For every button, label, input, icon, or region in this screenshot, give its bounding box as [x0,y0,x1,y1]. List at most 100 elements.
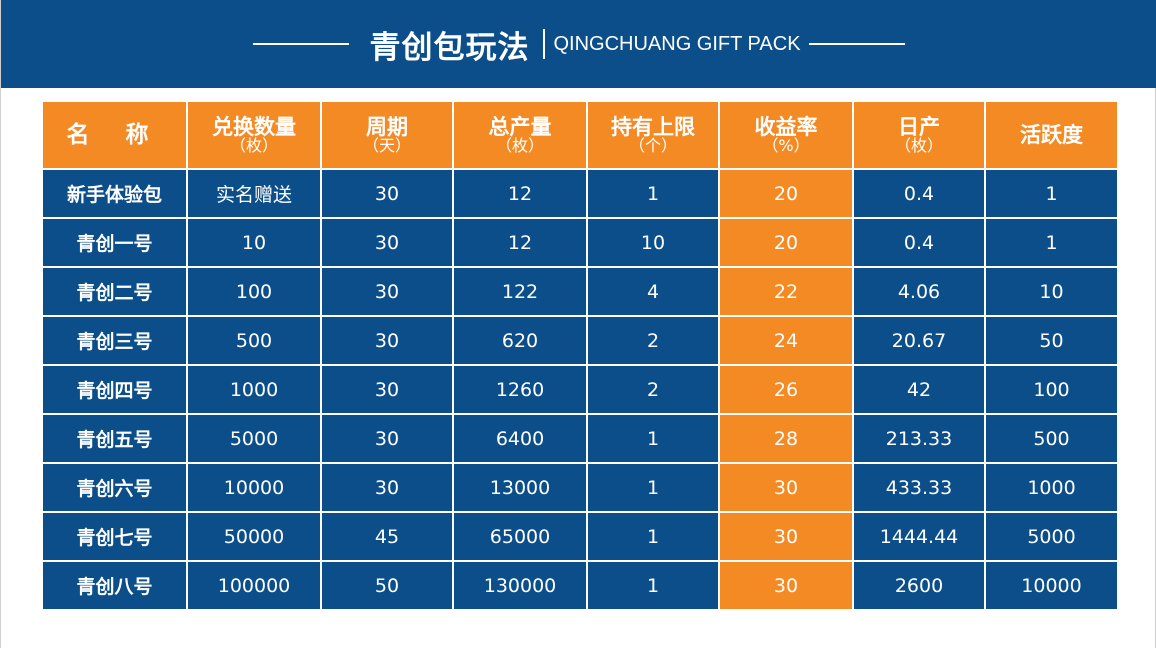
table-row: 青创二号 100 30 122 4 22 4.06 10 [41,266,1119,317]
cell-yield-rate: 20 [718,217,854,268]
header-label: 持有上限 [611,114,695,139]
cell-name: 青创三号 [41,315,188,366]
cell-activity: 50 [984,315,1119,366]
cell-total-output: 6400 [452,413,588,464]
cell-daily-output: 433.33 [852,462,986,513]
header-label: 周期 [366,114,408,139]
cell-activity: 10 [984,266,1119,317]
gift-pack-table-wrap: 名 称 兑换数量 （枚） 周期 （天） 总产量 （枚） [41,100,1119,611]
cell-daily-output: 4.06 [852,266,986,317]
cell-holding-limit: 4 [586,266,720,317]
header-label: 兑换数量 [212,114,296,139]
cell-activity: 1000 [984,462,1119,513]
header-label: 名 称 [66,121,163,148]
cell-yield-rate: 30 [718,462,854,513]
header-cell-period: 周期 （天） [320,100,454,170]
cell-name: 青创六号 [41,462,188,513]
header-unit: （枚） [229,135,278,155]
table-row: 新手体验包 实名赠送 30 12 1 20 0.4 1 [41,168,1119,219]
cell-yield-rate: 26 [718,364,854,415]
table-row: 青创七号 50000 45 65000 1 30 1444.44 5000 [41,511,1119,562]
table-row: 青创八号 100000 50 130000 1 30 2600 10000 [41,560,1119,611]
header-label: 日产 [898,114,940,139]
cell-yield-rate: 22 [718,266,854,317]
cell-daily-output: 213.33 [852,413,986,464]
cell-total-output: 65000 [452,511,588,562]
gift-pack-table: 名 称 兑换数量 （枚） 周期 （天） 总产量 （枚） [41,100,1119,611]
cell-holding-limit: 10 [586,217,720,268]
table-row: 青创四号 1000 30 1260 2 26 42 100 [41,364,1119,415]
table-row: 青创六号 10000 30 13000 1 30 433.33 1000 [41,462,1119,513]
cell-exchange-quantity: 500 [186,315,322,366]
cell-total-output: 620 [452,315,588,366]
cell-name: 青创一号 [41,217,188,268]
cell-period: 50 [320,560,454,611]
cell-period: 30 [320,413,454,464]
header-cell-exchange-quantity: 兑换数量 （枚） [186,100,322,170]
table-header-row: 名 称 兑换数量 （枚） 周期 （天） 总产量 （枚） [41,100,1119,170]
cell-yield-rate: 30 [718,560,854,611]
cell-holding-limit: 1 [586,413,720,464]
cell-name: 青创二号 [41,266,188,317]
cell-daily-output: 42 [852,364,986,415]
cell-name: 青创五号 [41,413,188,464]
cell-exchange-quantity: 1000 [186,364,322,415]
cell-activity: 500 [984,413,1119,464]
header-cell-activity: 活跃度 [984,100,1119,170]
header-line-left [253,43,350,45]
table-row: 青创一号 10 30 12 10 20 0.4 1 [41,217,1119,268]
cell-activity: 1 [984,217,1119,268]
header-label: 收益率 [754,114,818,139]
header-cell-name: 名 称 [41,100,188,170]
cell-period: 30 [320,364,454,415]
title-separator [543,29,546,59]
cell-holding-limit: 1 [586,462,720,513]
cell-exchange-quantity: 10000 [186,462,322,513]
cell-yield-rate: 28 [718,413,854,464]
header-line-right [808,43,905,45]
cell-total-output: 130000 [452,560,588,611]
cell-holding-limit: 2 [586,315,720,366]
cell-period: 30 [320,266,454,317]
cell-activity: 5000 [984,511,1119,562]
cell-yield-rate: 24 [718,315,854,366]
cell-name: 青创四号 [41,364,188,415]
header-unit: （%） [762,135,810,155]
cell-yield-rate: 30 [718,511,854,562]
header-label: 活跃度 [1020,122,1083,147]
header-banner: 青创包玩法 QINGCHUANG GIFT PACK [1,0,1156,88]
cell-yield-rate: 20 [718,168,854,219]
table-row: 青创五号 5000 30 6400 1 28 213.33 500 [41,413,1119,464]
cell-daily-output: 0.4 [852,217,986,268]
header-label: 总产量 [488,114,552,139]
cell-exchange-quantity: 5000 [186,413,322,464]
cell-holding-limit: 1 [586,168,720,219]
cell-holding-limit: 2 [586,364,720,415]
cell-exchange-quantity: 实名赠送 [186,168,322,219]
header-cell-yield-rate: 收益率 （%） [718,100,854,170]
cell-total-output: 122 [452,266,588,317]
page-subtitle: QINGCHUANG GIFT PACK [553,32,801,55]
cell-activity: 1 [984,168,1119,219]
header-unit: （枚） [894,135,943,155]
cell-period: 30 [320,217,454,268]
cell-exchange-quantity: 100000 [186,560,322,611]
cell-activity: 10000 [984,560,1119,611]
header-cell-holding-limit: 持有上限 （个） [586,100,720,170]
cell-holding-limit: 1 [586,560,720,611]
cell-total-output: 1260 [452,364,588,415]
cell-exchange-quantity: 10 [186,217,322,268]
cell-daily-output: 1444.44 [852,511,986,562]
cell-total-output: 12 [452,217,588,268]
cell-daily-output: 20.67 [852,315,986,366]
header-unit: （个） [628,135,677,155]
cell-period: 30 [320,462,454,513]
cell-daily-output: 2600 [852,560,986,611]
header-cell-total-output: 总产量 （枚） [452,100,588,170]
cell-period: 30 [320,315,454,366]
cell-exchange-quantity: 50000 [186,511,322,562]
header-cell-daily-output: 日产 （枚） [852,100,986,170]
cell-total-output: 12 [452,168,588,219]
cell-activity: 100 [984,364,1119,415]
cell-total-output: 13000 [452,462,588,513]
